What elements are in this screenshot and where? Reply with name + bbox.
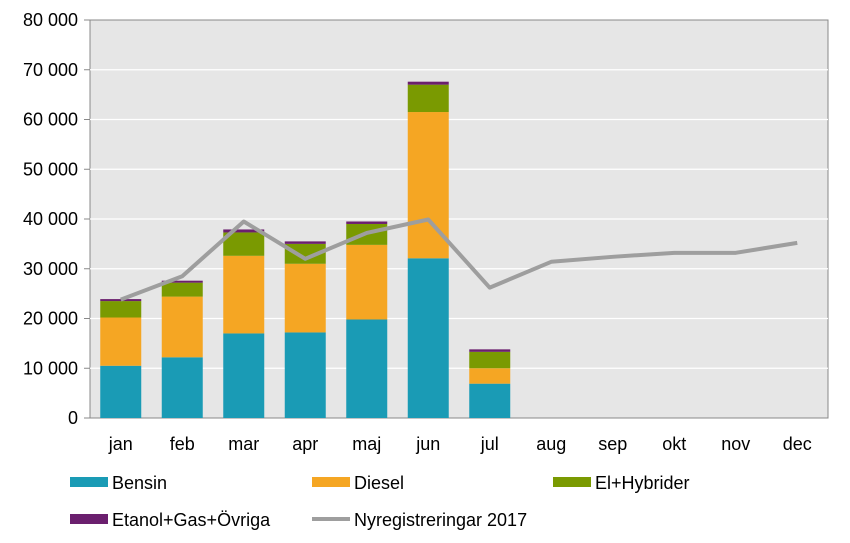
y-tick-label: 70 000 [23, 60, 78, 80]
x-tick-label: jul [480, 434, 499, 454]
legend-label: El+Hybrider [595, 473, 690, 493]
bar-segment [469, 351, 511, 369]
y-axis: 0 10 000 20 000 30 000 40 000 50 000 60 000 70 … [23, 10, 90, 428]
x-tick-label: jan [108, 434, 133, 454]
legend-label: Bensin [112, 473, 167, 493]
gridlines [90, 69, 828, 369]
y-tick-label: 50 000 [23, 159, 78, 179]
y-tick-label: 0 [68, 408, 78, 428]
legend-swatch [70, 477, 108, 487]
legend: Bensin Diesel El+Hybrider Etanol+Gas+Övriga… [70, 473, 690, 530]
bar-segment [407, 258, 449, 418]
bar-segment [284, 241, 326, 244]
bar-segment [223, 232, 265, 256]
bar-segment [100, 365, 142, 418]
legend-swatch [553, 477, 591, 487]
x-tick-label: jun [415, 434, 440, 454]
y-tick-label: 10 000 [23, 358, 78, 378]
x-axis: jan feb mar apr maj jun jul aug sep okt nov dec [108, 434, 812, 454]
x-tick-label: nov [721, 434, 750, 454]
legend-swatch [70, 514, 108, 524]
series-line [120, 217, 798, 302]
legend-label: Etanol+Gas+Övriga [112, 510, 271, 530]
x-tick-label: aug [536, 434, 566, 454]
bar-segment [161, 296, 203, 358]
legend-swatch [312, 477, 350, 487]
y-tick-label: 80 000 [23, 10, 78, 30]
bar-segment [469, 383, 511, 418]
x-tick-label: apr [292, 434, 318, 454]
bar-segment [346, 319, 388, 418]
x-tick-label: feb [170, 434, 195, 454]
legend-label: Diesel [354, 473, 404, 493]
bar-segment [100, 317, 142, 366]
bar-segment [100, 299, 142, 302]
bar-segment [161, 280, 203, 283]
y-tick-label: 60 000 [23, 110, 78, 130]
x-tick-label: mar [228, 434, 259, 454]
bar-segment [284, 332, 326, 418]
x-tick-label: sep [598, 434, 627, 454]
x-tick-label: dec [783, 434, 812, 454]
bar-segment [469, 349, 511, 352]
bar-segment [469, 368, 511, 384]
bar-segment [161, 282, 203, 297]
bar-segment [284, 243, 326, 264]
x-tick-label: maj [352, 434, 381, 454]
bar-segment [346, 221, 388, 224]
bar-segment [346, 244, 388, 320]
legend-label: Nyregistreringar 2017 [354, 510, 527, 530]
y-tick-label: 20 000 [23, 309, 78, 329]
bar-segment [284, 263, 326, 333]
bar-segment [407, 84, 449, 113]
bar-segment [223, 229, 265, 233]
line-series [120, 217, 798, 302]
bar-segment [407, 81, 449, 85]
bars [100, 81, 511, 418]
y-tick-label: 30 000 [23, 259, 78, 279]
bar-segment [161, 357, 203, 418]
bar-segment [223, 333, 265, 418]
bar-segment [100, 301, 142, 318]
x-tick-label: okt [662, 434, 686, 454]
bar-segment [223, 255, 265, 334]
y-tick-label: 40 000 [23, 209, 78, 229]
